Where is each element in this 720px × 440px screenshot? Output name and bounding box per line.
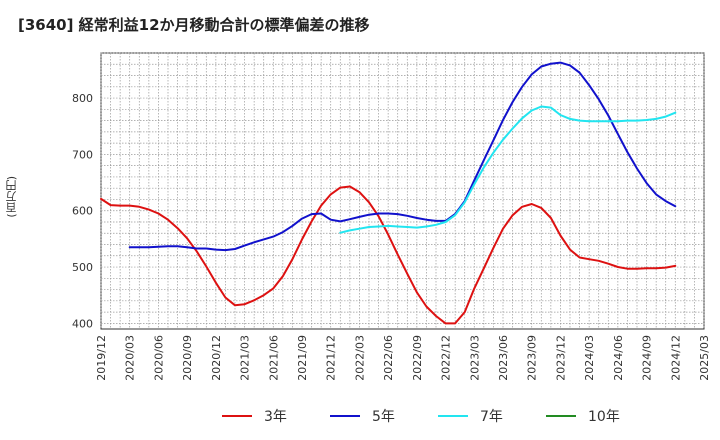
x-tick-label: 2023/12 [554,335,567,381]
x-tick-label: 2020/06 [152,335,165,381]
line-chart: 400 500 600 700 800 2019/12 2020/03 2020/06 202… [72,52,711,381]
x-tick-label: 2019/12 [95,335,108,381]
series-lines [100,61,677,325]
legend-swatch [222,415,252,417]
plot-area [100,52,705,330]
legend-swatch [546,415,576,417]
grid-lines [100,52,705,329]
x-tick-label: 2024/03 [583,335,596,381]
x-tick-label: 2025/03 [698,335,711,381]
x-tick-label: 2021/09 [296,335,309,381]
legend-swatch [330,415,360,417]
x-tick-label: 2020/03 [124,335,137,381]
x-tick-label: 2023/06 [497,335,510,381]
y-tick-labels: 400 500 600 700 800 [72,92,93,330]
series-line-2 [128,61,677,252]
legend-swatch [438,415,468,417]
x-tick-label: 2024/09 [641,335,654,381]
y-tick-label: 500 [72,261,93,274]
y-tick-label: 800 [72,92,93,105]
x-tick-label: 2022/03 [353,335,366,381]
y-tick-label: 600 [72,205,93,218]
legend-label: 3年 [264,409,287,425]
legend-label: 10年 [588,409,620,425]
x-tick-label: 2022/12 [440,335,453,381]
x-tick-label: 2023/03 [468,335,481,381]
legend: 3年 5年 7年 10年 [0,404,720,428]
legend-label: 7年 [480,409,503,425]
y-tick-label: 700 [72,148,93,161]
x-tick-label: 2024/06 [612,335,625,381]
series-line-3 [339,105,677,234]
x-tick-label: 2021/03 [239,335,252,381]
x-tick-label: 2020/09 [181,335,194,381]
x-tick-label: 2024/12 [669,335,682,381]
x-tick-label: 2021/06 [267,335,280,381]
x-tick-label: 2022/06 [382,335,395,381]
x-tick-label: 2021/12 [325,335,338,381]
series-line-1 [100,185,677,325]
x-tick-label: 2022/09 [411,335,424,381]
x-tick-labels: 2019/12 2020/03 2020/06 2020/09 2020/12 2021/… [95,335,711,381]
x-tick-label: 2020/12 [210,335,223,381]
y-tick-label: 400 [72,317,93,330]
x-tick-label: 2023/09 [526,335,539,381]
legend-label: 5年 [372,409,395,425]
chart-title: [3640] 経常利益12か月移動合計の標準偏差の推移 [18,16,370,34]
